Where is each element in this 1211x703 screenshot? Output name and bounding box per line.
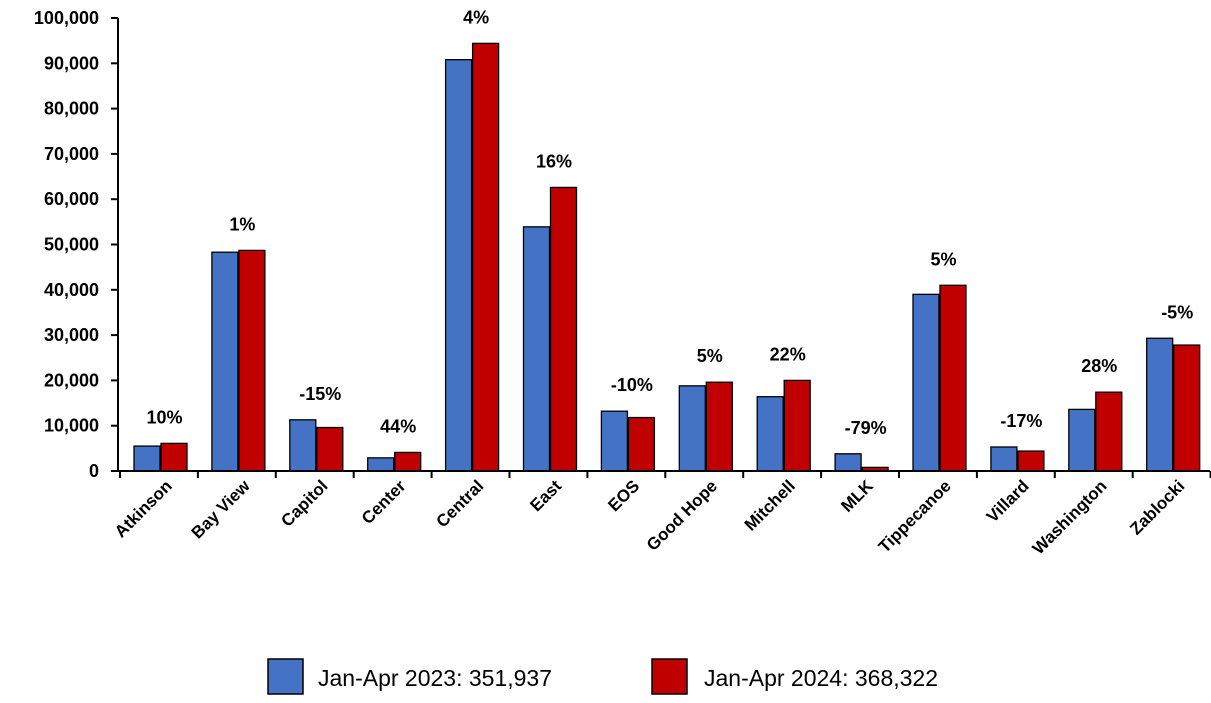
x-tick-label-capitol: Capitol [277,476,331,530]
bar-mitchell-2023 [756,396,784,472]
bar-east-2023 [522,226,551,472]
legend: Jan-Apr 2023: 351,937 Jan-Apr 2024: 368,… [267,658,938,695]
y-tick-label: 20,000 [44,370,99,390]
bar-eos-2024 [627,416,656,472]
y-tick-label: 0 [89,461,99,481]
x-tick-label-bay-view: Bay View [188,476,255,543]
x-tick-label-good-hope: Good Hope [643,476,721,554]
x-tick-label-eos: EOS [604,476,643,515]
bar-mlk-2023 [834,453,862,472]
bar-washington-2024 [1095,391,1123,472]
legend-label-2023: Jan-Apr 2023: 351,937 [318,665,552,691]
axes-layer: 0 10,000 20,000 30,000 40,000 50,000 60,000 70,… [34,8,1211,481]
y-tick-label: 70,000 [44,144,99,164]
change-label-east: 16% [536,151,572,171]
change-label-bay-view: 1% [229,214,255,234]
x-tick-label-atkinson: Atkinson [111,476,176,541]
x-tick-label-tippecanoe: Tippecanoe [875,476,955,556]
change-label-central: 4% [463,7,489,27]
x-tick-label-zablocki: Zablocki [1126,476,1188,538]
y-tick-label: 80,000 [44,99,99,119]
x-tick-label-central: Central [433,476,488,531]
change-label-zablocki: -5% [1161,302,1193,322]
y-tick-label: 40,000 [44,280,99,300]
bar-good-hope-2024 [705,381,733,472]
bar-bay-view-2024 [238,249,266,472]
x-tick-label-mlk: MLK [837,476,877,516]
x-tick-label-mitchell: Mitchell [741,476,799,534]
y-tick-label: 30,000 [44,325,99,345]
bar-east-2024 [549,186,578,472]
bar-mitchell-2024 [783,379,811,472]
change-label-tippecanoe: 5% [930,249,956,269]
x-tick-label-east: East [526,476,565,515]
change-label-villard: -17% [1000,411,1042,431]
y-tick-label: 60,000 [44,189,99,209]
y-tick-label: 10,000 [44,416,99,436]
legend-swatch-2024 [651,658,688,695]
change-label-good-hope: 5% [697,346,723,366]
bar-villard-2024 [1017,450,1045,472]
labels-layer: 10% Atkinson 1% Bay View -15% Capitol 44% Cente… [111,7,1193,558]
change-label-mitchell: 22% [770,344,806,364]
bar-atkinson-2023 [133,445,161,472]
y-tick-label: 50,000 [44,235,99,255]
change-label-mlk: -79% [845,418,887,438]
bars-layer [133,42,1201,472]
legend-label-2024: Jan-Apr 2024: 368,322 [704,665,938,691]
change-label-eos: -10% [611,375,653,395]
x-tick-label-washington: Washington [1029,476,1111,558]
change-label-atkinson: 10% [146,407,182,427]
bar-capitol-2024 [316,426,344,472]
bar-tippecanoe-2024 [939,284,967,472]
bar-eos-2023 [600,410,629,472]
bar-zablocki-2023 [1146,337,1174,472]
legend-swatch-2023 [267,658,304,695]
bar-villard-2023 [990,446,1018,472]
bar-center-2024 [394,451,422,472]
bar-washington-2023 [1068,408,1096,472]
bar-center-2023 [367,457,395,472]
bar-bay-view-2023 [211,251,239,472]
bar-central-2024 [471,42,500,472]
change-label-center: 44% [380,416,416,436]
x-tick-label-center: Center [358,476,410,528]
change-label-capitol: -15% [299,384,341,404]
x-tick-label-villard: Villard [983,476,1033,526]
bar-atkinson-2024 [160,442,188,472]
bar-central-2023 [444,59,473,472]
bar-zablocki-2024 [1173,344,1201,472]
bar-tippecanoe-2023 [912,293,940,472]
change-label-washington: 28% [1081,356,1117,376]
bar-capitol-2023 [289,419,317,472]
y-tick-label: 100,000 [34,8,99,28]
bar-good-hope-2023 [678,385,706,472]
y-tick-label: 90,000 [44,53,99,73]
